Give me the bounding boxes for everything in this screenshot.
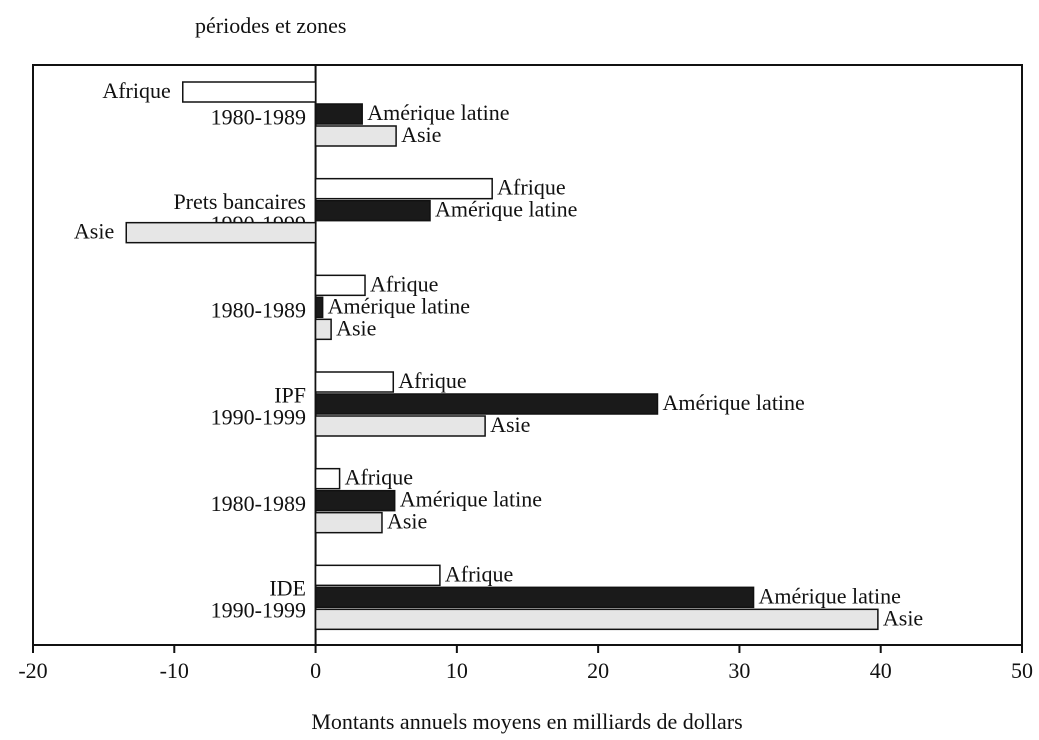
bar xyxy=(314,296,324,319)
bar-label: Amérique latine xyxy=(435,197,577,222)
bar xyxy=(314,564,441,587)
bar xyxy=(314,489,396,512)
bar-label: Afrique xyxy=(497,175,565,200)
bar xyxy=(314,177,493,200)
bar xyxy=(314,511,383,534)
y-axis-label: périodes et zones xyxy=(195,13,347,38)
bar-label: Asie xyxy=(336,315,376,340)
bar-label: Amérique latine xyxy=(759,583,901,608)
bar-label: Afrique xyxy=(398,368,466,393)
bar xyxy=(182,81,317,103)
category-label: IDE xyxy=(269,576,306,601)
category-label: 1980-1989 xyxy=(211,491,306,516)
x-tick-label: 40 xyxy=(870,658,892,683)
category-label: 1990-1999 xyxy=(211,598,306,623)
x-tick-label: 0 xyxy=(310,658,321,683)
bar-label: Amérique latine xyxy=(367,100,509,125)
bar xyxy=(314,415,486,437)
x-tick-label: 30 xyxy=(728,658,750,683)
x-axis-label: Montants annuels moyens en milliards de … xyxy=(311,709,742,734)
category-label: 1980-1989 xyxy=(211,298,306,323)
bar-label: Asie xyxy=(490,412,530,437)
bar xyxy=(314,125,397,147)
bar-label: Amérique latine xyxy=(328,293,470,318)
x-tick-label: 50 xyxy=(1011,658,1033,683)
plot-frame xyxy=(32,64,1023,646)
bar-label: Amérique latine xyxy=(400,487,542,512)
bar-label: Afrique xyxy=(370,271,438,296)
bar-label: Asie xyxy=(387,509,427,534)
bar xyxy=(314,318,332,341)
bar-label: Afrique xyxy=(345,465,413,490)
bar xyxy=(314,467,341,490)
bar xyxy=(314,274,366,297)
bar-label: Asie xyxy=(401,122,441,147)
bar xyxy=(314,199,431,222)
category-label: IPF xyxy=(274,382,306,407)
bar xyxy=(314,393,659,415)
bar-label: Amérique latine xyxy=(662,390,804,415)
bar-label: Afrique xyxy=(445,561,513,586)
x-tick-label: -10 xyxy=(160,658,189,683)
x-tick-label: 20 xyxy=(587,658,609,683)
category-label: 1990-1999 xyxy=(211,404,306,429)
bar xyxy=(314,371,395,393)
bar-label: Asie xyxy=(74,219,114,244)
x-tick-label: 10 xyxy=(446,658,468,683)
bar-label: Afrique xyxy=(102,78,170,103)
bar xyxy=(125,221,317,244)
bar xyxy=(314,103,363,125)
bar xyxy=(314,586,755,609)
bar-label: Asie xyxy=(883,605,923,630)
bar xyxy=(314,608,879,631)
category-label: Prets bancaires xyxy=(173,189,306,214)
category-label: 1980-1989 xyxy=(211,104,306,129)
x-tick-label: -20 xyxy=(18,658,47,683)
